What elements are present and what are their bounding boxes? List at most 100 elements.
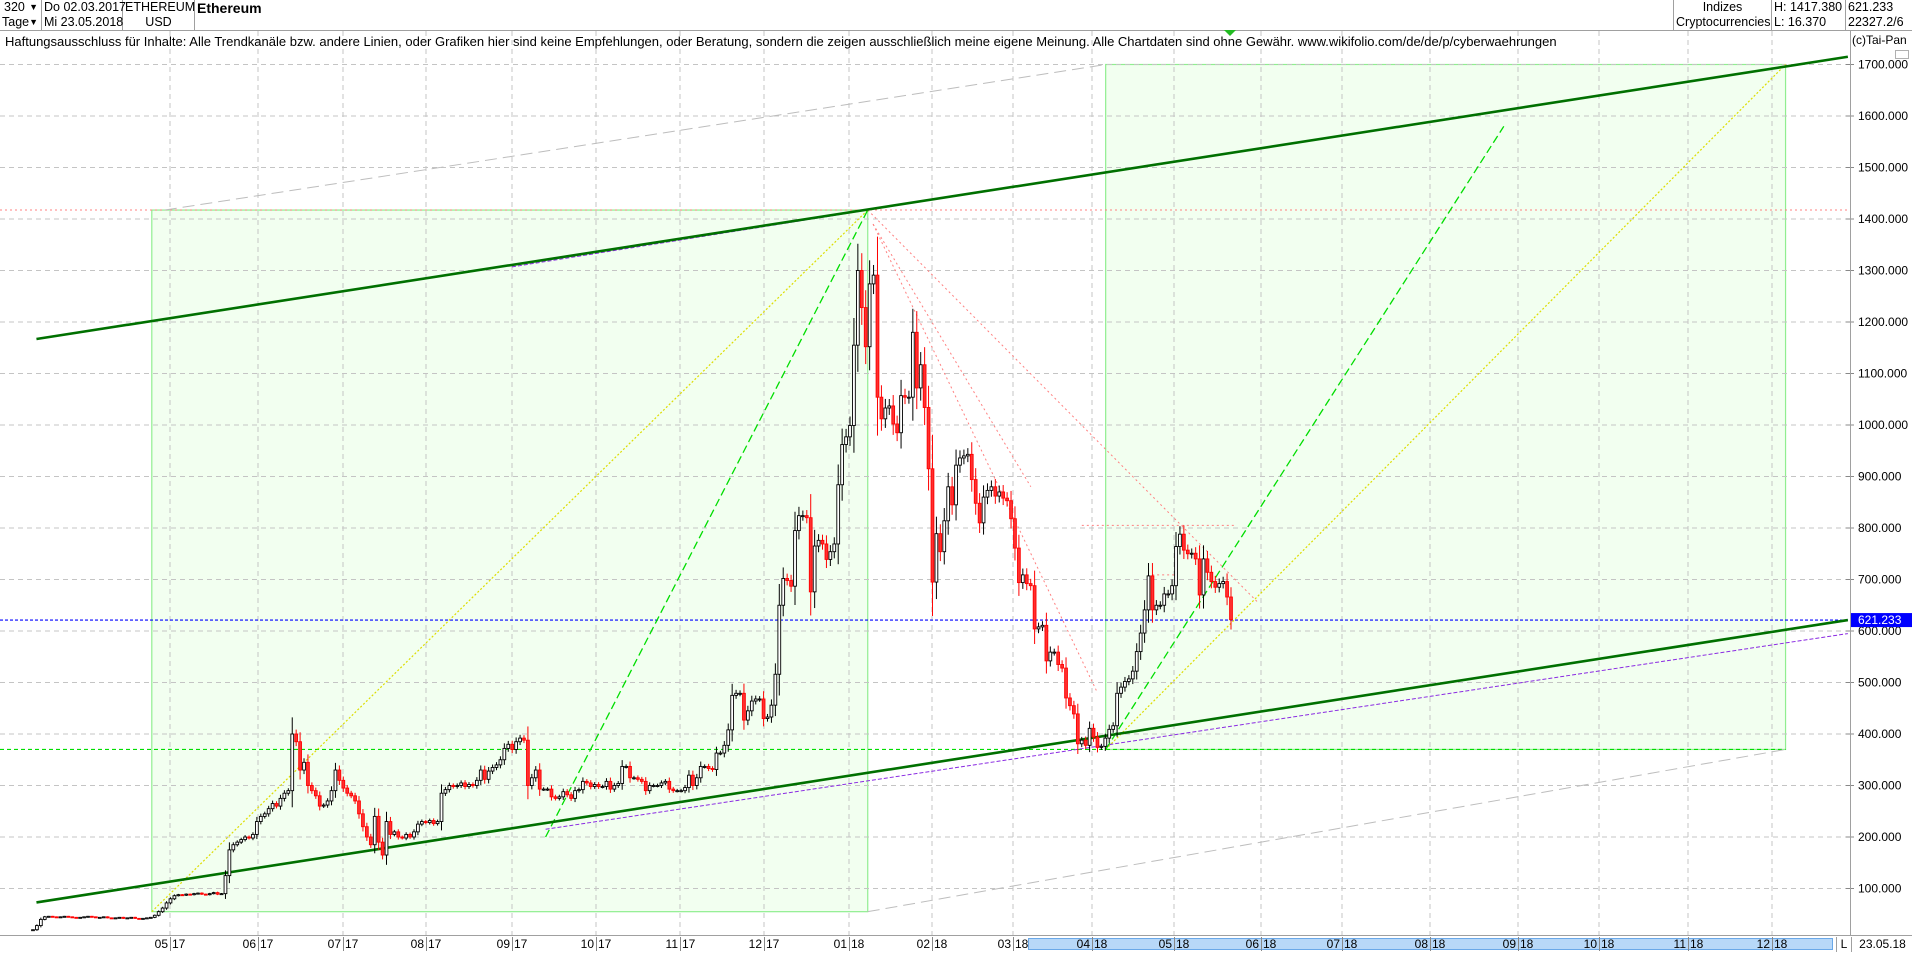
- candle-up: [1079, 739, 1084, 745]
- last-price-label: 621.233: [1858, 613, 1902, 627]
- candle-up: [730, 694, 735, 731]
- candle-up: [258, 815, 263, 823]
- candle-up: [404, 833, 408, 839]
- candle-down: [1017, 547, 1021, 584]
- candle-up: [718, 752, 723, 755]
- candle-down: [993, 486, 998, 497]
- candle-up: [439, 792, 444, 822]
- candle-up: [801, 515, 805, 518]
- candle-down: [804, 515, 809, 519]
- candle-down: [785, 578, 790, 581]
- date-range[interactable]: Do 02.03.2017 Mi 23.05.2018: [42, 0, 127, 30]
- minimize-icon[interactable]: [1895, 50, 1909, 59]
- candle-up: [156, 911, 161, 916]
- candle-down: [400, 836, 405, 839]
- candle-down: [1056, 651, 1061, 665]
- candle-up: [160, 907, 165, 913]
- interval-value[interactable]: Tage: [2, 15, 30, 29]
- candle-up: [1217, 583, 1222, 588]
- y-tick-label: 700.000: [1858, 573, 1902, 587]
- x-tick-label: 18: [1774, 937, 1788, 951]
- candle-up: [420, 821, 424, 825]
- candle-up: [844, 436, 848, 446]
- candle-down: [365, 826, 369, 838]
- candle-up: [192, 893, 196, 896]
- bars-select[interactable]: 320 ▼ Tage ▼: [0, 0, 42, 30]
- x-tick-separator: [426, 937, 427, 951]
- candle-up: [1201, 558, 1206, 596]
- candle-up: [883, 407, 888, 420]
- candle-up: [164, 902, 169, 909]
- chevron-down-icon: ▼: [29, 2, 38, 12]
- x-tick-label: 10: [1583, 937, 1597, 951]
- candle-down: [1193, 552, 1198, 560]
- x-tick-separator: [1599, 937, 1600, 951]
- trend-line: [867, 748, 1786, 913]
- candle-up: [561, 791, 566, 798]
- last-value: 621.233: [1848, 0, 1894, 14]
- candle-up: [1119, 686, 1123, 694]
- x-tick-label: 18: [1432, 937, 1446, 951]
- y-tick-label: 1500.000: [1858, 161, 1908, 175]
- candle-up: [412, 831, 416, 838]
- candle-up: [624, 765, 628, 768]
- candle-up: [1221, 581, 1225, 585]
- candle-up: [125, 917, 130, 920]
- candle-up: [985, 489, 990, 498]
- x-tick-label: 18: [1015, 937, 1029, 951]
- candle-up: [887, 405, 892, 409]
- candle-up: [290, 733, 295, 792]
- x-tick-label: 11: [1673, 937, 1686, 951]
- candle-up: [46, 915, 51, 918]
- x-tick-separator: [258, 937, 259, 951]
- candle-up: [1166, 593, 1171, 596]
- x-tick-separator: [1174, 937, 1175, 951]
- candle-down: [294, 733, 299, 743]
- x-tick-label: 18: [1690, 937, 1704, 951]
- x-tick-separator: [1092, 937, 1093, 951]
- candle-down: [50, 915, 55, 918]
- y-tick-label: 1000.000: [1858, 418, 1908, 432]
- candle-up: [989, 486, 994, 491]
- candle-down: [1225, 581, 1229, 598]
- candle-up: [1052, 651, 1057, 654]
- candle-down: [215, 892, 220, 895]
- candle-down: [1064, 667, 1068, 699]
- candle-down: [298, 741, 302, 771]
- candle-up: [219, 893, 224, 896]
- candle-up: [486, 770, 491, 780]
- candle-down: [895, 423, 899, 434]
- candle-up: [255, 821, 259, 835]
- candle-up: [168, 898, 173, 904]
- time-axis: 05 17 06 17 07 17 08 17 09 17 10 17 11 17 12 17 01 18 02 18…: [0, 935, 1912, 953]
- candle-up: [231, 844, 236, 851]
- candle-down: [90, 915, 94, 918]
- scale-button[interactable]: L: [1836, 937, 1851, 952]
- trend-channel-line: [36, 55, 1849, 341]
- candle-up: [82, 916, 86, 919]
- candle-down: [188, 893, 192, 896]
- candle-up: [899, 395, 903, 434]
- title-cell: Ethereum: [195, 0, 1674, 30]
- candle-up: [965, 453, 970, 457]
- trend-line: [872, 223, 1098, 694]
- date-from[interactable]: Do 02.03.2017: [44, 0, 127, 14]
- candle-down: [93, 916, 98, 919]
- trend-line: [545, 209, 869, 838]
- candle-down: [105, 916, 110, 919]
- candle-down: [569, 794, 573, 799]
- date-to[interactable]: Mi 23.05.2018: [44, 15, 124, 29]
- candle-up: [581, 780, 585, 791]
- candle-up: [333, 769, 338, 792]
- candle-up: [1178, 533, 1182, 547]
- candle-down: [1095, 736, 1100, 748]
- candle-up: [1123, 681, 1127, 688]
- x-tick-label: 18: [1263, 937, 1277, 951]
- candle-up: [1174, 546, 1178, 587]
- x-tick-label: 18: [1176, 937, 1190, 951]
- x-tick-label: 17: [514, 937, 528, 951]
- candle-up: [1048, 651, 1053, 662]
- x-tick-label: 18: [934, 937, 948, 951]
- candle-down: [1075, 713, 1080, 745]
